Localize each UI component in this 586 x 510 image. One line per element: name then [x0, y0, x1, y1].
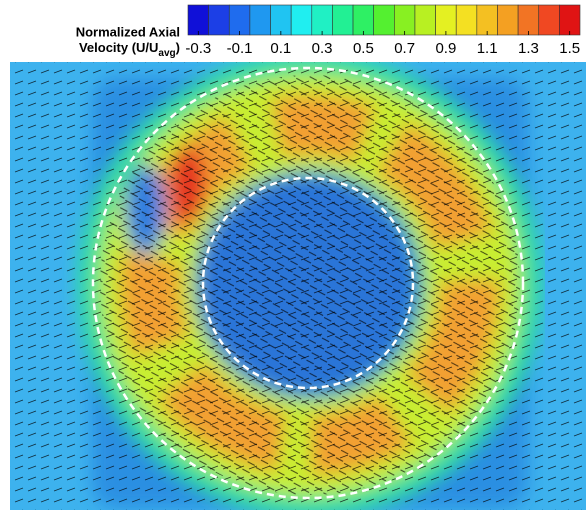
colorbar-swatch [559, 4, 581, 36]
colorbar-swatch [414, 4, 436, 36]
colorbar-label-text: Velocity (U/U [79, 40, 158, 55]
colorbar-swatch [332, 4, 354, 36]
colorbar-swatch [476, 4, 498, 36]
colorbar-tick-label: -0.1 [227, 40, 253, 57]
colorbar-label: Normalized Axial [76, 24, 180, 39]
colorbar-swatch [208, 4, 230, 36]
colorbar-swatch [373, 4, 395, 36]
colorbar-tick-label: 0.5 [353, 40, 374, 57]
colorbar-tick-label: 0.1 [270, 40, 291, 57]
colorbar-swatch [249, 4, 271, 36]
colorbar-swatch [187, 4, 209, 36]
colorbar-tick-label: 0.9 [435, 40, 456, 57]
colorbar-tick-label: 0.3 [312, 40, 333, 57]
colorbar-swatch [517, 4, 540, 36]
colorbar-tick-label: 0.7 [394, 40, 415, 57]
colorbar-swatch [394, 4, 416, 36]
colorbar-label: Velocity (U/Uavg) [79, 40, 180, 58]
colorbar-tick-label: 1.5 [559, 40, 580, 57]
colorbar-label-close: ) [176, 40, 180, 55]
colorbar-swatch [352, 4, 374, 36]
colorbar: -0.3 -0.1 0.1 0.3 0.5 0.7 0.9 1.1 1.3 1.5 [185, 4, 581, 57]
colorbar-swatch [435, 4, 457, 36]
colorbar-tick-label: 1.1 [477, 40, 498, 57]
colorbar-swatch [455, 4, 478, 36]
colorbar-label-subscript: avg [158, 48, 175, 59]
colorbar-swatch [290, 4, 313, 36]
colorbar-swatch [311, 4, 333, 36]
colorbar-tick-label: -0.3 [185, 40, 211, 57]
velocity-field [10, 62, 586, 510]
colorbar-swatch [538, 4, 560, 36]
colorbar-tick-label: 1.3 [518, 40, 539, 57]
colorbar-swatch [228, 4, 251, 36]
colorbar-swatch [270, 4, 292, 36]
colorbar-swatch [497, 4, 519, 36]
